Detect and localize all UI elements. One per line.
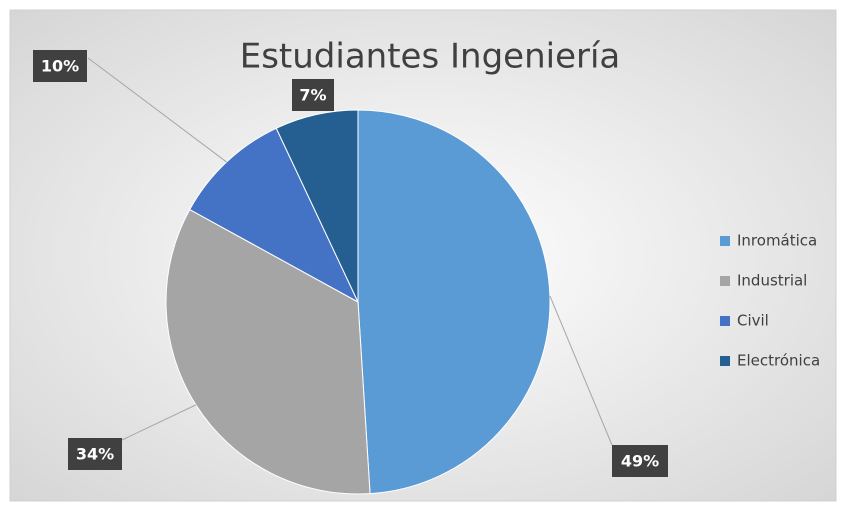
chart-title: Estudiantes Ingeniería [240, 37, 621, 77]
data-label: 49% [621, 452, 659, 471]
legend-swatch [720, 276, 730, 286]
leader-line [121, 404, 197, 441]
pie-slice [189, 127, 360, 304]
data-label: 10% [41, 57, 79, 76]
leader-line [87, 57, 227, 163]
label-box [68, 438, 122, 470]
legend-swatch [720, 356, 730, 366]
pie-slice [357, 109, 551, 495]
legend-swatch [720, 316, 730, 326]
legend-label: Civil [737, 312, 769, 330]
legend-label: Industrial [737, 272, 807, 290]
label-box [33, 50, 87, 82]
data-label: 34% [76, 445, 114, 464]
label-box [292, 79, 334, 111]
legend-label: Inromática [737, 232, 817, 250]
data-label: 7% [299, 86, 326, 105]
legend-label: Electrónica [737, 352, 820, 370]
legend-swatch [720, 236, 730, 246]
pie-slice [275, 109, 359, 303]
leader-line [549, 295, 613, 446]
label-box [612, 445, 668, 477]
